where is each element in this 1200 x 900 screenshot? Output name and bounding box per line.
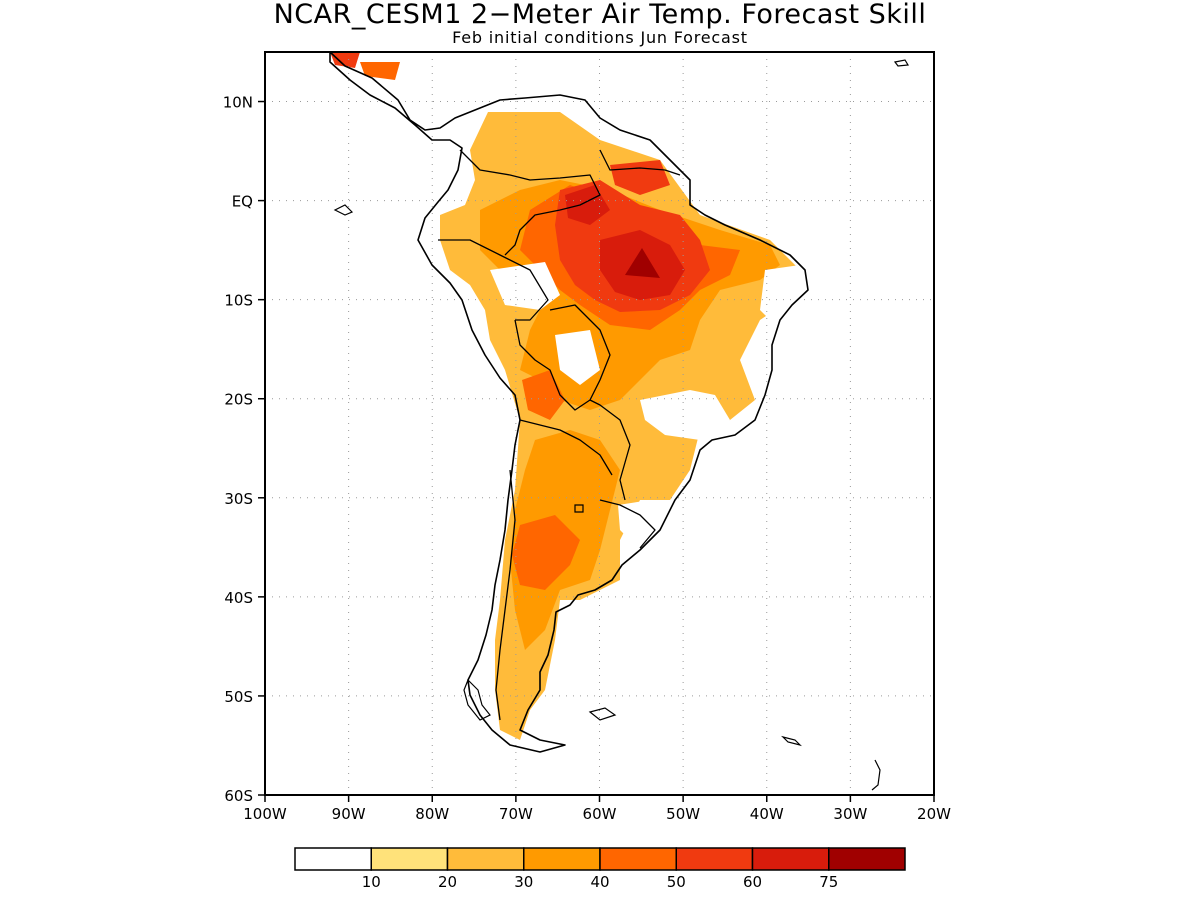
lat-tick-label: EQ: [232, 193, 253, 211]
colorbar-swatch: [675, 847, 754, 871]
colorbar-swatch: [751, 847, 830, 871]
lat-tick-label: 60S: [224, 787, 253, 805]
lat-tick-label: 30S: [224, 490, 253, 508]
colorbar-label: 50: [667, 873, 686, 891]
skill-region-below-10: [618, 500, 660, 545]
graticule: [265, 52, 934, 795]
skill-region-below-10: [490, 262, 560, 310]
colorbar-label: 20: [438, 873, 457, 891]
skill-region-below-10: [640, 390, 730, 440]
colorbar-label: 30: [514, 873, 533, 891]
latitude-axis: 10N EQ 10S 20S 30S 40S 50S 60S: [223, 94, 265, 805]
skill-shading: [330, 52, 805, 740]
map-subtitle: Feb initial conditions Jun Forecast: [452, 28, 748, 47]
skill-region-central-america: [330, 52, 360, 68]
lon-tick-label: 70W: [499, 805, 533, 823]
colorbar-swatch: [370, 847, 449, 871]
colorbar-swatch: [294, 847, 372, 871]
lon-tick-label: 90W: [332, 805, 366, 823]
lon-tick-label: 40W: [750, 805, 784, 823]
lon-tick-label: 50W: [666, 805, 700, 823]
skill-region-below-10: [555, 330, 600, 385]
skill-region-75-plus: [625, 248, 660, 278]
lon-tick-label: 60W: [583, 805, 617, 823]
longitude-axis: 100W 90W 80W 70W 60W 50W 40W 30W 20W: [243, 795, 951, 823]
colorbar-swatch: [446, 847, 525, 871]
lon-tick-label: 80W: [415, 805, 449, 823]
colorbar-swatch: [523, 847, 601, 871]
lat-tick-label: 40S: [224, 589, 253, 607]
colorbar-label: 60: [743, 873, 762, 891]
lon-tick-label: 100W: [243, 805, 287, 823]
colorbar-swatch: [599, 847, 677, 871]
skill-region-central-america: [360, 62, 400, 80]
colorbar-swatch: [828, 847, 906, 871]
lat-tick-label: 20S: [224, 391, 253, 409]
lon-tick-label: 20W: [917, 805, 951, 823]
lon-tick-label: 30W: [833, 805, 867, 823]
skill-region-40-50: [522, 370, 565, 420]
colorbar-label: 75: [819, 873, 838, 891]
country-borders: [438, 149, 681, 721]
colorbar-label: 10: [362, 873, 381, 891]
colorbar-label: 40: [590, 873, 609, 891]
map-title: NCAR_CESM1 2−Meter Air Temp. Forecast Sk…: [273, 0, 927, 30]
island-outlines: [333, 59, 910, 791]
colorbar: 10 20 30 40 50 60 75: [294, 847, 906, 891]
coastline-south-america: [329, 51, 809, 753]
lat-tick-label: 10S: [224, 292, 253, 310]
skill-region-below-10: [760, 265, 805, 330]
lat-tick-label: 10N: [223, 94, 253, 112]
skill-region-40-50: [512, 515, 580, 590]
lat-tick-label: 50S: [224, 688, 253, 706]
